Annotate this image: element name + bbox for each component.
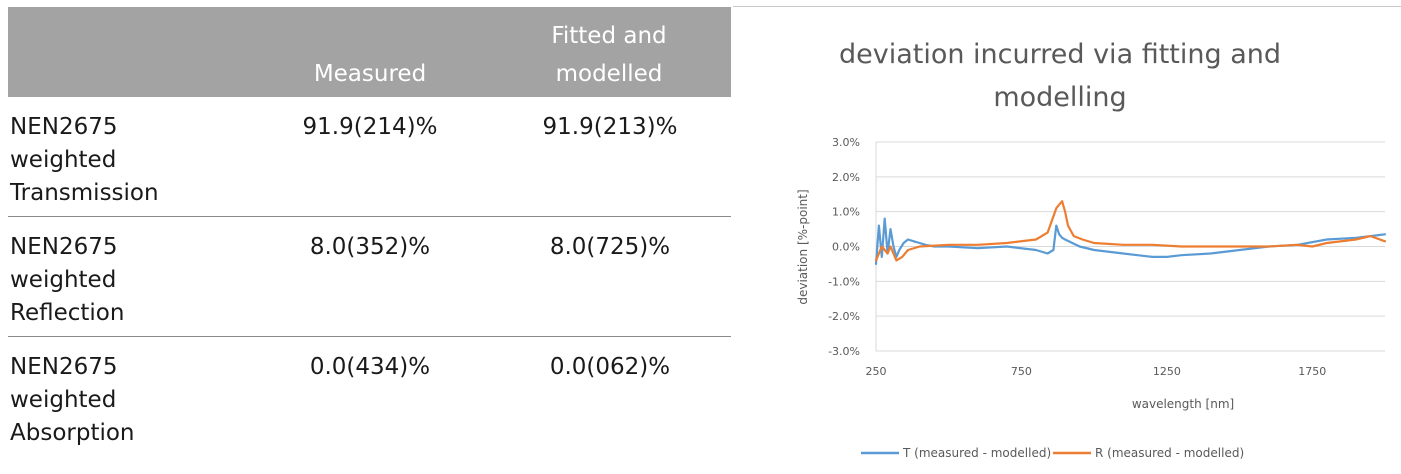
x-tick-label: 1750 [1298, 365, 1326, 378]
y-tick-label: -1.0% [828, 275, 860, 288]
chart-title-line-2: modelling [993, 82, 1126, 113]
chart-top-rule [733, 6, 1401, 7]
x-tick-label: 1250 [1153, 365, 1181, 378]
deviation-chart: deviation incurred via fitting and model… [796, 39, 1387, 460]
table-row: NEN2675 weighted Absorption 0.0(434)% 0.… [8, 337, 731, 456]
row-label: NEN2675 weighted Absorption [10, 354, 135, 446]
cell-measured: 0.0(434)% [309, 354, 431, 380]
series-layer [874, 200, 1387, 265]
row-label: NEN2675 weighted Reflection [10, 234, 125, 326]
table-row: NEN2675 weighted Reflection 8.0(352)% 8.… [8, 217, 731, 337]
series-line [874, 217, 1387, 265]
cell-measured: 91.9(214)% [302, 114, 438, 140]
comparison-table: Measured Fitted and modelled NEN2675 wei… [8, 7, 731, 456]
y-tick-label: 3.0% [832, 136, 860, 149]
x-axis-title: wavelength [nm] [1132, 397, 1234, 411]
row-label: NEN2675 weighted Transmission [10, 114, 159, 206]
y-tick-label: 2.0% [832, 171, 860, 184]
cell-measured: 8.0(352)% [309, 234, 431, 260]
legend-label: T (measured - modelled) [902, 446, 1051, 460]
y-tick-label: 0.0% [832, 241, 860, 254]
series-line [874, 200, 1387, 262]
legend: T (measured - modelled) R (measured - mod… [861, 446, 1244, 460]
table-header-row: Measured Fitted and modelled [8, 7, 731, 97]
x-tick-labels: 250 750 1250 1750 [866, 365, 1327, 378]
header-measured: Measured [313, 61, 427, 87]
header-fitted-modelled: Fitted and modelled [551, 23, 667, 87]
grid-layer [875, 141, 1385, 352]
legend-label: R (measured - modelled) [1095, 446, 1244, 460]
y-tick-labels: -3.0% -2.0% -1.0% 0.0% 1.0% 2.0% 3.0% [828, 136, 860, 358]
y-tick-label: -2.0% [828, 310, 860, 323]
x-tick-label: 750 [1011, 365, 1032, 378]
table-row: NEN2675 weighted Transmission 91.9(214)%… [8, 97, 731, 217]
cell-fitted: 8.0(725)% [549, 234, 671, 260]
cell-fitted: 91.9(213)% [542, 114, 678, 140]
y-axis-title: deviation [%-point] [796, 189, 810, 304]
cell-fitted: 0.0(062)% [549, 354, 671, 380]
y-tick-label: 1.0% [832, 206, 860, 219]
x-tick-label: 250 [866, 365, 887, 378]
chart-title-line-1: deviation incurred via fitting and [839, 39, 1281, 70]
y-tick-label: -3.0% [828, 345, 860, 358]
